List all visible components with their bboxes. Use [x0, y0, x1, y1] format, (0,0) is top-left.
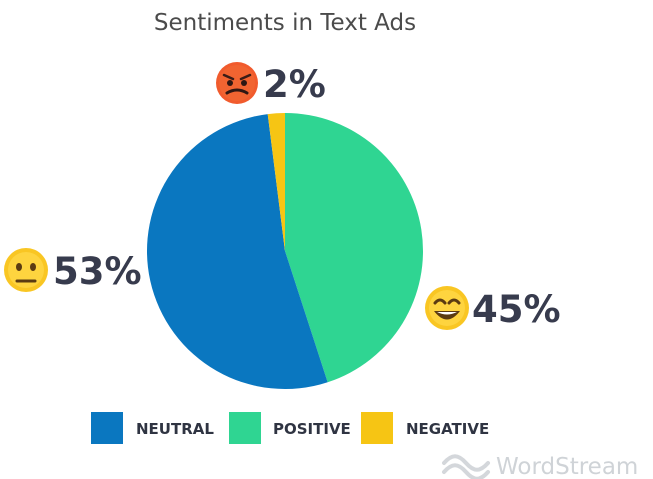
pie-slice-negative	[267, 113, 285, 251]
wordstream-wave-logo-icon	[442, 454, 490, 479]
wordstream-branding: WordStream	[442, 454, 638, 479]
positive-percent-label: 45%	[472, 288, 561, 331]
angry-face-icon	[216, 62, 258, 104]
legend: NEUTRAL POSITIVE NEGATIVE	[91, 412, 489, 444]
legend-swatch-neutral	[91, 412, 123, 444]
pie-label-positive: 45%	[425, 286, 561, 331]
legend-swatch-negative	[361, 412, 393, 444]
pie-label-negative: 2%	[216, 62, 326, 106]
neutral-percent-label: 53%	[53, 250, 142, 293]
neutral-face-icon	[4, 248, 48, 292]
legend-item-negative: NEGATIVE	[361, 412, 489, 444]
legend-label-positive: POSITIVE	[273, 420, 351, 438]
legend-item-positive: POSITIVE	[229, 412, 351, 444]
grinning-face-icon	[425, 286, 469, 330]
legend-label-negative: NEGATIVE	[406, 420, 489, 438]
pie-slices	[146, 113, 423, 390]
negative-percent-label: 2%	[263, 63, 326, 106]
pie-slice-neutral	[146, 114, 328, 390]
chart-title: Sentiments in Text Ads	[154, 10, 416, 36]
wordstream-brand-text: WordStream	[496, 454, 638, 479]
legend-label-neutral: NEUTRAL	[136, 420, 214, 438]
pie-slice-positive	[285, 113, 423, 383]
legend-swatch-positive	[229, 412, 261, 444]
pie-label-neutral: 53%	[4, 248, 142, 293]
legend-item-neutral: NEUTRAL	[91, 412, 214, 444]
